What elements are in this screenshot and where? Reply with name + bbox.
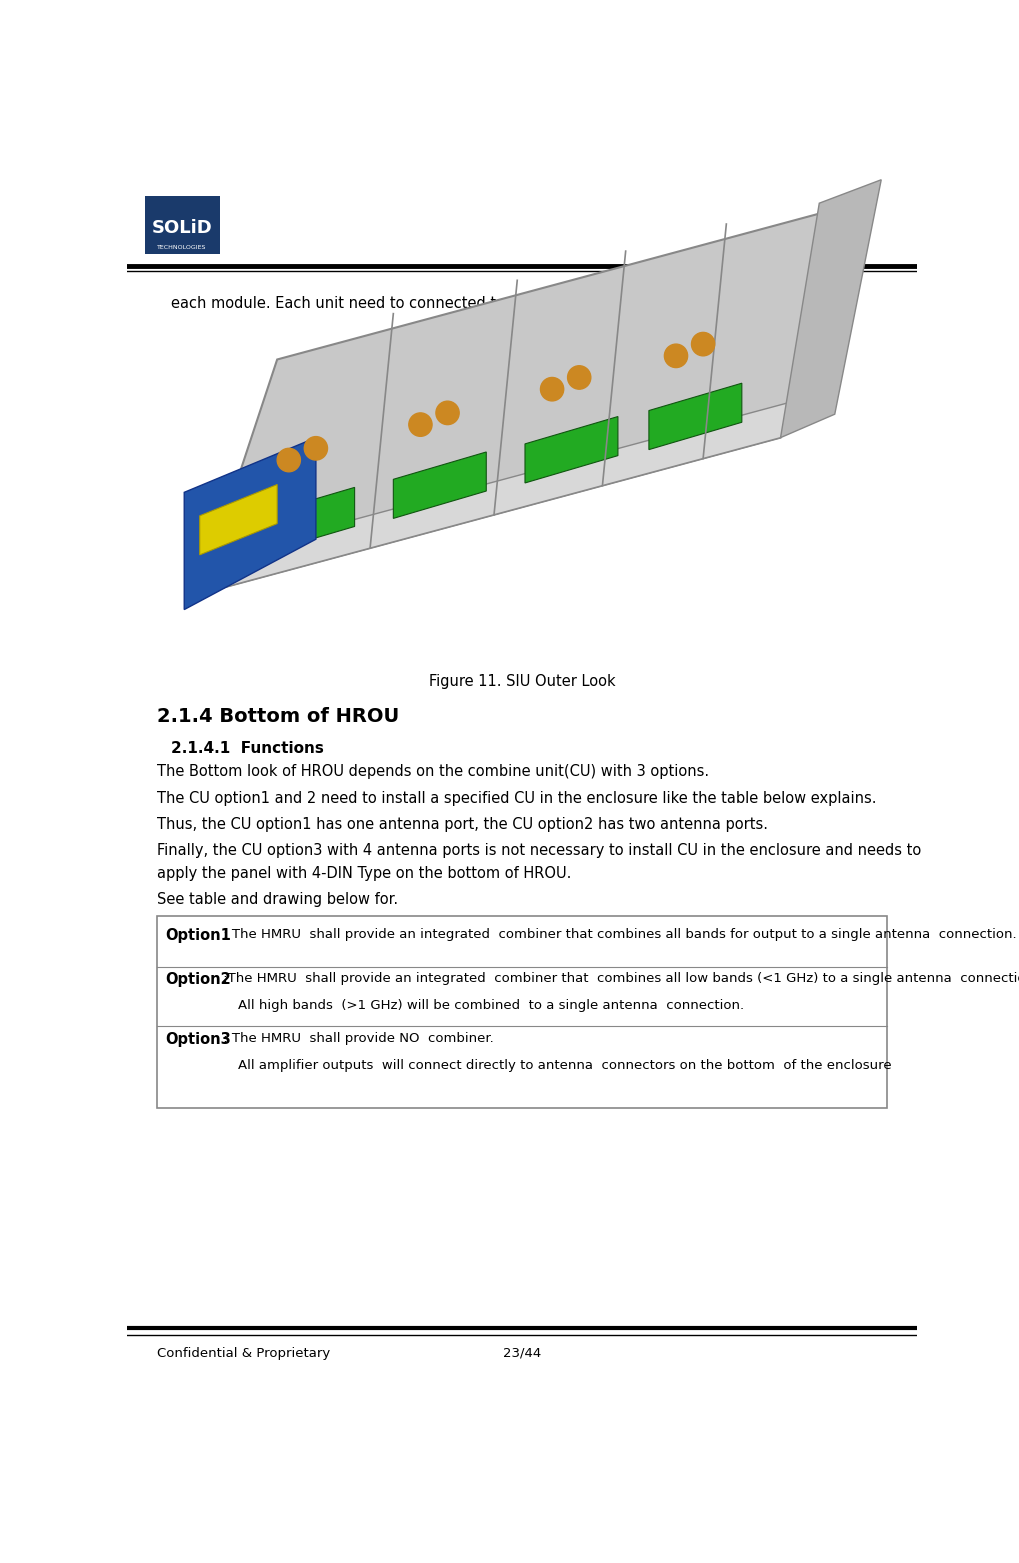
Circle shape bbox=[540, 377, 564, 402]
Polygon shape bbox=[200, 399, 804, 594]
Text: All high bands  (>1 GHz) will be combined  to a single antenna  connection.: All high bands (>1 GHz) will be combined… bbox=[238, 999, 744, 1011]
Circle shape bbox=[692, 333, 714, 356]
FancyBboxPatch shape bbox=[157, 916, 888, 1108]
Text: TECHNOLOGIES: TECHNOLOGIES bbox=[157, 245, 207, 250]
Circle shape bbox=[305, 436, 327, 460]
Text: apply the panel with 4-DIN Type on the bottom of HROU.: apply the panel with 4-DIN Type on the b… bbox=[157, 866, 572, 882]
Polygon shape bbox=[393, 452, 486, 519]
Text: The Bottom look of HROU depends on the combine unit(CU) with 3 options.: The Bottom look of HROU depends on the c… bbox=[157, 764, 709, 778]
Text: : The HMRU  shall provide an integrated  combiner that combines all bands for ou: : The HMRU shall provide an integrated c… bbox=[219, 928, 1017, 941]
Text: Option1: Option1 bbox=[165, 928, 231, 942]
Text: Option3: Option3 bbox=[165, 1033, 231, 1047]
Polygon shape bbox=[200, 485, 277, 555]
Circle shape bbox=[409, 413, 432, 436]
Text: : The HMRU  shall provide NO  combiner.: : The HMRU shall provide NO combiner. bbox=[219, 1033, 494, 1046]
Text: 2.1.4.1  Functions: 2.1.4.1 Functions bbox=[171, 741, 324, 756]
Polygon shape bbox=[525, 417, 618, 483]
Polygon shape bbox=[262, 488, 355, 553]
Polygon shape bbox=[649, 383, 742, 450]
Text: SOLiD: SOLiD bbox=[152, 219, 212, 238]
Text: Option2: Option2 bbox=[165, 972, 231, 988]
Polygon shape bbox=[184, 438, 316, 610]
Circle shape bbox=[568, 366, 591, 389]
Circle shape bbox=[664, 344, 688, 367]
Text: Finally, the CU option3 with 4 antenna ports is not necessary to install CU in t: Finally, the CU option3 with 4 antenna p… bbox=[157, 844, 921, 858]
Text: 2.1.4 Bottom of HROU: 2.1.4 Bottom of HROU bbox=[157, 708, 399, 727]
Text: Thus, the CU option1 has one antenna port, the CU option2 has two antenna ports.: Thus, the CU option1 has one antenna por… bbox=[157, 817, 768, 832]
Text: 23/44: 23/44 bbox=[503, 1347, 541, 1360]
Polygon shape bbox=[200, 203, 858, 594]
Text: Figure 11. SIU Outer Look: Figure 11. SIU Outer Look bbox=[429, 674, 615, 689]
Text: each module. Each unit need to connected to the correct slot of the SIU.: each module. Each unit need to connected… bbox=[171, 295, 701, 311]
FancyBboxPatch shape bbox=[145, 195, 220, 253]
Text: :The HMRU  shall provide an integrated  combiner that  combines all low bands (<: :The HMRU shall provide an integrated co… bbox=[219, 972, 1019, 985]
Circle shape bbox=[436, 402, 460, 425]
Text: See table and drawing below for.: See table and drawing below for. bbox=[157, 891, 398, 907]
Text: All amplifier outputs  will connect directly to antenna  connectors on the botto: All amplifier outputs will connect direc… bbox=[238, 1058, 892, 1072]
Circle shape bbox=[277, 449, 301, 472]
Polygon shape bbox=[781, 180, 881, 438]
Text: Confidential & Proprietary: Confidential & Proprietary bbox=[157, 1347, 330, 1360]
Text: The CU option1 and 2 need to install a specified CU in the enclosure like the ta: The CU option1 and 2 need to install a s… bbox=[157, 791, 877, 805]
